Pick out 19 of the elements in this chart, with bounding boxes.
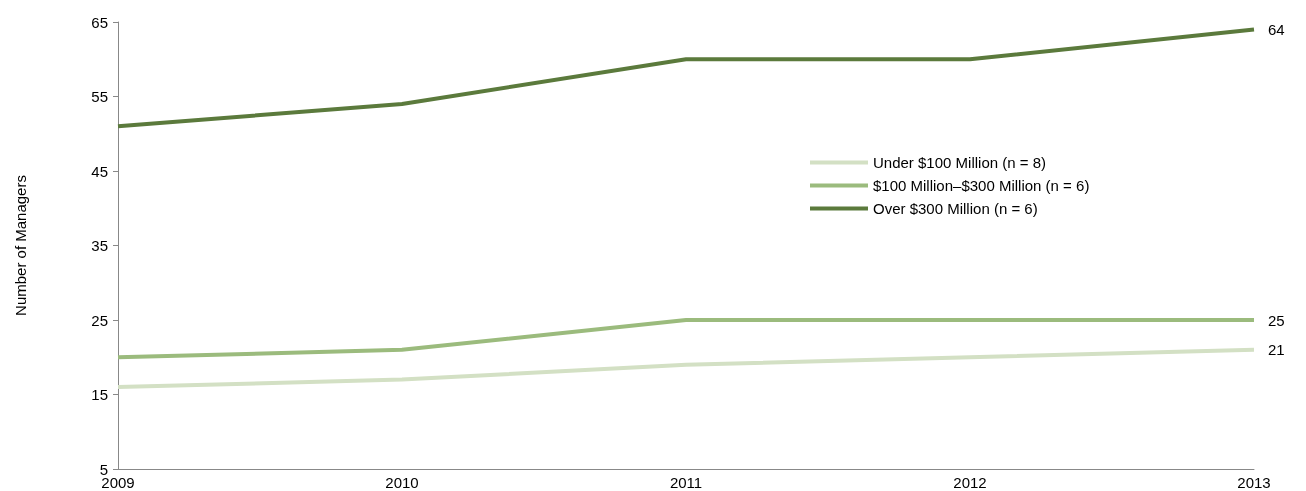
data-label: 25 xyxy=(1268,311,1285,329)
y-axis-title: Number of Managers xyxy=(12,175,29,316)
data-label: 64 xyxy=(1268,20,1285,38)
y-tick-label: 25 xyxy=(91,311,108,329)
x-tick-label: 2011 xyxy=(669,474,703,491)
x-tick-label: 2013 xyxy=(1237,474,1271,491)
line-series xyxy=(116,27,1256,129)
x-tick-label: 2012 xyxy=(953,474,987,491)
y-tick-label: 65 xyxy=(91,13,108,31)
y-tick-label: 55 xyxy=(91,88,108,105)
y-tick-label: 15 xyxy=(91,386,108,403)
y-tick-label: 35 xyxy=(91,237,108,254)
data-label: 21 xyxy=(1268,341,1285,359)
y-tick-label: 45 xyxy=(91,162,108,180)
x-tick-label: 2010 xyxy=(385,474,419,491)
legend-label: $100 Million–$300 Million (n = 6) xyxy=(873,177,1090,194)
legend-label: Over $300 Million (n = 6) xyxy=(873,200,1038,217)
line-series xyxy=(116,347,1256,390)
legend-label: Under $100 Million (n = 8) xyxy=(873,154,1047,171)
